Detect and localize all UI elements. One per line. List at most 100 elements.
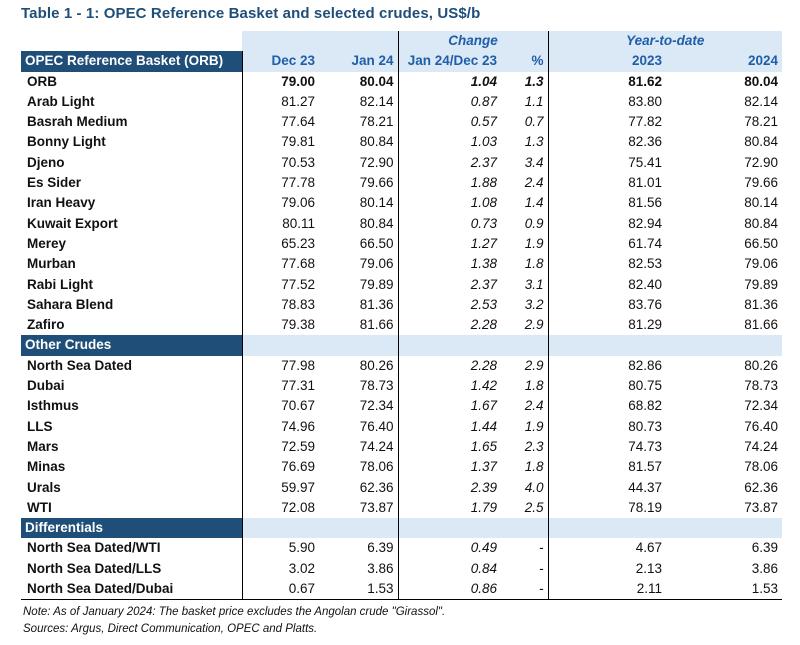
jan24-value: 81.66: [319, 315, 399, 336]
section-header-row: Differentials: [21, 518, 783, 539]
crude-name: Bonny Light: [21, 132, 243, 153]
ytd-2023-value: 82.53: [628, 256, 663, 272]
change-value: 1.04: [470, 73, 497, 89]
ytd-2023-value: 81.56: [628, 195, 663, 211]
dec23-value: 76.69: [281, 459, 315, 475]
pct-value: 2.9: [501, 315, 549, 336]
dec23-value: 78.83: [281, 296, 315, 312]
dec23-value: 59.97: [281, 479, 315, 495]
ytd-2023-value: 2.13: [635, 560, 663, 576]
jan24-value: 82.14: [319, 91, 399, 113]
jan24-value: 80.84: [319, 132, 399, 153]
pct-value: 1.3: [501, 71, 549, 92]
other-crudes-section: Other Crudes North Sea Dated 77.98 80.26 2.…: [21, 335, 783, 519]
pct-value: 1.9: [501, 416, 549, 437]
table-row: North Sea Dated/LLS 3.02 3.86 0.84-2.13 3.86: [21, 558, 782, 580]
col-header-jan24: Jan 24: [319, 51, 399, 72]
ytd-2023-value: 82.40: [628, 276, 663, 292]
ytd-2024-value: 81.66: [744, 317, 779, 333]
crude-name: North Sea Dated/Dubai: [21, 579, 243, 601]
table-row: North Sea Dated/Dubai 0.67 1.53 0.86-2.11 1.…: [21, 579, 783, 601]
ytd-group-header: Year-to-date: [548, 31, 783, 52]
pct-value: 4.0: [501, 477, 549, 498]
jan24-value: 3.86: [319, 558, 399, 580]
table-row: Rabi Light 77.52 79.89 2.37 3.1 82.40 79.89: [21, 274, 782, 295]
table-row: Merey 65.23 66.50 1.27 1.9 61.74 66.50: [21, 233, 782, 255]
change-value: 1.03: [470, 134, 497, 150]
ytd-2024-value: 80.84: [744, 215, 779, 231]
change-value: 1.88: [470, 175, 497, 191]
ytd-2023-value: 68.82: [628, 398, 663, 414]
dec23-value: 72.59: [281, 438, 315, 454]
header-group-row: Change Year-to-date: [21, 31, 783, 52]
ytd-2024-value: 74.24: [744, 438, 779, 454]
ytd-2023-value: 80.73: [628, 418, 663, 434]
pct-value: 2.9: [501, 355, 549, 377]
jan24-value: 78.06: [319, 457, 399, 478]
ytd-2024-value: 79.06: [744, 256, 779, 272]
change-value: 1.67: [470, 398, 497, 414]
dec23-value: 0.67: [242, 579, 319, 601]
table-title: Table 1 - 1: OPEC Reference Basket and s…: [21, 5, 481, 22]
ytd-2024-value: 76.40: [744, 418, 779, 434]
jan24-value: 73.87: [319, 497, 399, 519]
crude-name: Dubai: [21, 376, 243, 397]
dec23-value: 70.67: [281, 398, 315, 414]
ytd-2024-value: 78.21: [744, 114, 779, 130]
ytd-2023-value: 80.75: [628, 378, 663, 394]
jan24-value: 74.24: [319, 436, 399, 458]
change-value: 1.27: [470, 235, 497, 251]
dec23-value: 77.52: [281, 276, 315, 292]
jan24-value: 79.06: [319, 254, 399, 275]
change-value: 0.73: [470, 215, 497, 231]
dec23-value: 74.96: [281, 418, 315, 434]
pct-value: 1.8: [501, 254, 549, 275]
section-title-differentials: Differentials: [21, 518, 243, 539]
crude-name: Merey: [21, 233, 243, 255]
header-column-row: OPEC Reference Basket (ORB) Dec 23 Jan 2…: [21, 51, 783, 72]
pct-value: -: [501, 579, 549, 601]
ytd-2024-value: 78.73: [744, 378, 779, 394]
ytd-2024-value: 82.14: [744, 93, 779, 109]
ytd-2024-value: 66.50: [744, 235, 779, 251]
table-row: North Sea Dated 77.98 80.26 2.28 2.9 82.86 80.…: [21, 355, 782, 377]
change-value: 1.37: [470, 459, 497, 475]
table-row: Arab Light 81.27 82.14 0.87 1.1 83.80 82.14: [21, 91, 782, 113]
jan24-value: 72.34: [319, 396, 399, 417]
jan24-value: 62.36: [319, 477, 399, 498]
ytd-2023-value: 44.37: [628, 479, 663, 495]
table-row: Mars 72.59 74.24 1.65 2.3 74.73 74.24: [21, 436, 782, 458]
dec23-value: 80.11: [282, 215, 315, 231]
change-value: 0.86: [398, 579, 501, 601]
table-row: Sahara Blend 78.83 81.36 2.53 3.2 83.76 81.36: [21, 294, 782, 316]
header-empty-jan: [319, 31, 399, 52]
pct-value: -: [501, 558, 549, 580]
header-blank-cell: [21, 31, 242, 52]
ytd-2024-value: 72.34: [744, 398, 779, 414]
jan24-value: 6.39: [319, 538, 399, 559]
jan24-value: 80.26: [319, 355, 399, 377]
pct-value: 1.9: [501, 233, 549, 255]
change-value: 2.28: [470, 317, 497, 333]
change-value: 1.79: [470, 499, 497, 515]
ytd-2023-value: 82.94: [628, 215, 663, 231]
table-row: ORB 79.00 80.04 1.04 1.3 81.62 80.04: [21, 71, 782, 92]
crude-name: Mars: [21, 436, 243, 458]
table-row: LLS 74.96 76.40 1.44 1.9 80.73 76.40: [21, 416, 782, 437]
dec23-value: 79.81: [281, 134, 315, 150]
ytd-2024-value: 80.14: [744, 195, 779, 211]
ytd-2023-value: 81.57: [628, 459, 663, 475]
change-value: 2.39: [470, 479, 497, 495]
change-value: 0.57: [470, 114, 497, 130]
pct-value: 1.8: [501, 376, 549, 397]
ytd-2023-value: 81.01: [628, 175, 663, 191]
note-text: Note: As of January 2024: The basket pri…: [23, 606, 446, 618]
ytd-2024-value: 81.36: [744, 296, 779, 312]
dec23-value: 3.02: [288, 560, 315, 576]
dec23-value: 65.23: [281, 235, 315, 251]
col-header-2024: 2024: [666, 51, 783, 72]
crude-name: North Sea Dated: [21, 355, 243, 377]
change-value: 1.38: [470, 256, 497, 272]
dec23-value: 79.06: [281, 195, 315, 211]
table-row: Iran Heavy 79.06 80.14 1.08 1.4 81.56 80.14: [21, 193, 782, 214]
